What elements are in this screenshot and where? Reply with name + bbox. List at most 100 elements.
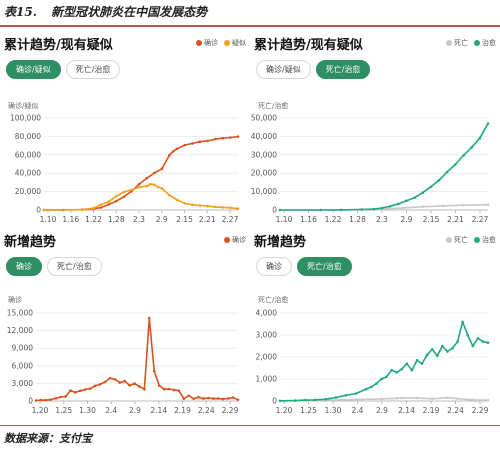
data-point[interactable] <box>278 208 282 212</box>
data-point[interactable] <box>405 199 408 203</box>
data-point[interactable] <box>446 350 449 353</box>
data-point[interactable] <box>401 206 404 210</box>
data-point[interactable] <box>92 206 95 210</box>
data-point[interactable] <box>236 398 240 402</box>
data-point[interactable] <box>462 154 465 157</box>
data-point[interactable] <box>192 397 195 400</box>
data-point[interactable] <box>137 186 141 189</box>
data-point[interactable] <box>486 341 490 344</box>
data-point[interactable] <box>470 146 473 149</box>
data-point[interactable] <box>456 340 459 343</box>
data-point[interactable] <box>157 384 161 387</box>
data-point[interactable] <box>364 387 368 391</box>
data-point[interactable] <box>137 182 141 186</box>
data-point[interactable] <box>334 396 338 399</box>
data-point[interactable] <box>236 207 240 210</box>
legend-item-confirmed[interactable]: 确诊 <box>224 235 246 245</box>
data-point[interactable] <box>191 203 194 207</box>
data-point[interactable] <box>319 208 323 212</box>
legend-item-death[interactable]: 死亡 <box>446 38 468 48</box>
data-point[interactable] <box>69 389 72 392</box>
data-point[interactable] <box>99 203 103 206</box>
data-point[interactable] <box>278 399 282 403</box>
data-point[interactable] <box>217 397 220 400</box>
data-point[interactable] <box>471 398 475 402</box>
data-point[interactable] <box>226 397 230 400</box>
data-point[interactable] <box>304 398 307 402</box>
data-point[interactable] <box>183 143 186 147</box>
data-point[interactable] <box>107 200 110 203</box>
data-point[interactable] <box>486 122 490 125</box>
data-point[interactable] <box>187 394 190 398</box>
data-point[interactable] <box>42 208 46 212</box>
data-point[interactable] <box>156 185 160 189</box>
data-point[interactable] <box>441 344 444 348</box>
legend-item-suspected[interactable]: 疑似 <box>224 38 246 48</box>
tab-confirmed-suspected[interactable]: 确诊/疑似 <box>256 60 311 79</box>
data-point[interactable] <box>451 346 454 350</box>
data-point[interactable] <box>172 388 176 392</box>
data-point[interactable] <box>122 195 126 199</box>
data-point[interactable] <box>172 150 175 153</box>
data-point[interactable] <box>436 354 439 358</box>
data-point[interactable] <box>380 206 384 210</box>
data-point[interactable] <box>145 184 148 188</box>
data-point[interactable] <box>206 139 209 143</box>
data-point[interactable] <box>293 399 297 402</box>
data-point[interactable] <box>49 398 53 401</box>
data-point[interactable] <box>446 396 449 399</box>
data-point[interactable] <box>98 383 102 386</box>
data-point[interactable] <box>354 392 358 395</box>
data-point[interactable] <box>160 187 164 190</box>
data-point[interactable] <box>229 136 232 139</box>
data-point[interactable] <box>221 206 225 209</box>
data-point[interactable] <box>430 397 434 401</box>
data-point[interactable] <box>420 362 424 365</box>
data-point[interactable] <box>415 396 419 400</box>
data-point[interactable] <box>410 368 414 372</box>
data-point[interactable] <box>113 378 117 381</box>
data-point[interactable] <box>34 399 38 402</box>
data-point[interactable] <box>108 376 112 380</box>
data-point[interactable] <box>175 198 179 202</box>
data-point[interactable] <box>84 388 87 391</box>
data-point[interactable] <box>425 353 429 357</box>
data-point[interactable] <box>476 337 480 340</box>
data-point[interactable] <box>231 396 235 399</box>
data-point[interactable] <box>445 170 449 174</box>
data-point[interactable] <box>370 385 373 389</box>
data-point[interactable] <box>481 340 485 343</box>
data-point[interactable] <box>329 398 332 402</box>
data-point[interactable] <box>160 167 164 171</box>
data-point[interactable] <box>103 380 107 384</box>
data-point[interactable] <box>99 206 103 209</box>
data-point[interactable] <box>437 178 441 182</box>
data-point[interactable] <box>183 202 186 205</box>
data-point[interactable] <box>79 389 82 393</box>
data-point[interactable] <box>441 204 445 208</box>
data-point[interactable] <box>421 191 424 194</box>
data-point[interactable] <box>454 163 457 166</box>
data-point[interactable] <box>152 369 156 373</box>
data-point[interactable] <box>182 397 186 400</box>
data-point[interactable] <box>128 384 131 387</box>
data-point[interactable] <box>130 188 133 192</box>
data-point[interactable] <box>413 196 416 199</box>
data-point[interactable] <box>175 147 179 151</box>
data-point[interactable] <box>339 208 343 212</box>
data-point[interactable] <box>314 398 317 402</box>
data-point[interactable] <box>153 183 156 186</box>
data-point[interactable] <box>421 205 424 208</box>
data-point[interactable] <box>461 320 464 324</box>
legend-item-death[interactable]: 死亡 <box>446 235 468 245</box>
data-point[interactable] <box>143 387 146 391</box>
data-point[interactable] <box>486 203 490 206</box>
data-point[interactable] <box>162 387 166 391</box>
data-point[interactable] <box>324 397 327 401</box>
data-point[interactable] <box>380 397 383 401</box>
data-point[interactable] <box>93 384 97 388</box>
data-point[interactable] <box>400 396 404 400</box>
data-point[interactable] <box>39 398 43 402</box>
data-point[interactable] <box>167 387 171 391</box>
data-point[interactable] <box>221 136 225 140</box>
